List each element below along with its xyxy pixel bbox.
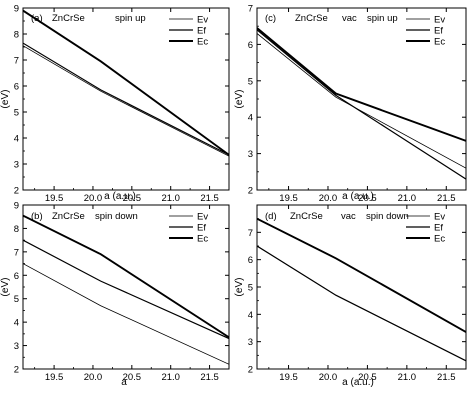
y-axis-label: (eV): [234, 278, 245, 297]
legend-label-ec: Ec: [434, 234, 445, 245]
series-line-ev: [23, 45, 229, 157]
x-tick-label: 20.5: [358, 193, 377, 204]
x-tick-label: 21.5: [437, 193, 456, 204]
panel-annotation: spin down: [95, 211, 138, 222]
y-tick-label: 9: [14, 4, 19, 15]
y-tick-label: 4: [248, 310, 253, 321]
x-tick-label: 19.5: [279, 193, 298, 204]
x-tick-label: 21.0: [398, 372, 417, 383]
panel-annotation: ZnCrSe: [52, 13, 85, 24]
x-tick-label: 21.0: [398, 193, 417, 204]
y-tick-label: 4: [14, 134, 19, 145]
panel-annotation: vac: [341, 211, 356, 222]
y-tick-label: 6: [248, 255, 253, 266]
x-tick-label: 19.5: [45, 372, 64, 383]
series-line-ef: [257, 29, 466, 180]
y-tick-label: 2: [14, 365, 19, 376]
y-tick-label: 7: [14, 56, 19, 67]
y-tick-label: 3: [14, 341, 19, 352]
y-axis-label: (eV): [234, 90, 245, 109]
y-tick-label: 5: [14, 294, 19, 305]
x-tick-label: 19.5: [279, 372, 298, 383]
series-line-ef: [23, 239, 229, 340]
series-line-ef: [23, 42, 229, 156]
panel-annotation: spin down: [366, 211, 409, 222]
x-tick-label: 20.5: [358, 372, 377, 383]
legend-label-ef: Ef: [197, 223, 206, 234]
y-tick-label: 8: [14, 30, 19, 41]
series-line-ef: [257, 245, 466, 362]
y-tick-label: 8: [14, 224, 19, 235]
x-axis-label: a (a.u.): [104, 191, 136, 202]
series-line-ev: [23, 263, 229, 365]
y-tick-label: 4: [14, 318, 19, 329]
x-tick-label: 21.5: [437, 372, 456, 383]
legend-label-ef: Ef: [434, 223, 443, 234]
legend-label-ev: Ev: [197, 212, 208, 223]
x-axis-label: a (a.u.): [342, 191, 374, 202]
x-tick-label: 20.0: [84, 193, 103, 204]
series-line-ev: [257, 245, 466, 362]
legend-label-ec: Ec: [197, 234, 208, 245]
x-axis-label: a: [121, 377, 127, 388]
series-line-ec: [257, 27, 466, 142]
panel-annotation: ZnCrSe: [290, 211, 323, 222]
x-tick-label: 21.5: [200, 372, 219, 383]
panel-annotation: spin up: [367, 13, 398, 24]
x-tick-label: 20.0: [319, 193, 338, 204]
panel-label: (b): [31, 211, 43, 222]
y-tick-label: 7: [248, 4, 253, 15]
x-tick-label: 20.0: [319, 372, 338, 383]
y-tick-label: 2: [248, 186, 253, 197]
legend-label-ec: Ec: [434, 37, 445, 48]
y-tick-label: 7: [248, 228, 253, 239]
x-tick-label: 21.5: [200, 193, 219, 204]
legend-label-ec: Ec: [197, 37, 208, 48]
y-tick-label: 5: [248, 283, 253, 294]
series-line-ec: [257, 217, 466, 333]
x-tick-label: 21.0: [161, 372, 180, 383]
y-tick-label: 5: [248, 76, 253, 87]
series-line-ec: [23, 214, 229, 339]
y-tick-label: 6: [14, 271, 19, 282]
y-tick-label: 3: [14, 160, 19, 171]
panel-annotation: spin up: [115, 13, 146, 24]
legend-label-ef: Ef: [434, 26, 443, 37]
y-axis-label: (eV): [0, 278, 11, 297]
y-tick-label: 9: [14, 201, 19, 212]
y-tick-label: 2: [248, 365, 253, 376]
panel-annotation: vac: [342, 13, 357, 24]
x-tick-label: 21.0: [161, 193, 180, 204]
x-tick-label: 20.0: [84, 372, 103, 383]
legend-label-ev: Ev: [434, 212, 445, 223]
x-tick-label: 19.5: [45, 193, 64, 204]
x-axis-label: a (a.u.): [342, 377, 374, 388]
x-tick-label: 20.5: [123, 372, 142, 383]
x-tick-label: 20.5: [123, 193, 142, 204]
y-tick-label: 3: [248, 337, 253, 348]
y-tick-label: 3: [248, 149, 253, 160]
panel-annotation: ZnCrSe: [295, 13, 328, 24]
legend-label-ef: Ef: [197, 26, 206, 37]
y-tick-label: 7: [14, 247, 19, 258]
legend-label-ev: Ev: [197, 15, 208, 26]
y-tick-label: 2: [14, 186, 19, 197]
y-tick-label: 6: [14, 82, 19, 93]
y-tick-label: 5: [14, 108, 19, 119]
panel-label: (a): [31, 13, 43, 24]
y-tick-label: 4: [248, 113, 253, 124]
y-tick-label: 6: [248, 40, 253, 51]
panel-label: (d): [265, 211, 277, 222]
panel-annotation: ZnCrSe: [52, 211, 85, 222]
legend-label-ev: Ev: [434, 15, 445, 26]
panel-label: (c): [265, 13, 276, 24]
series-line-ev: [257, 33, 466, 169]
y-axis-label: (eV): [0, 90, 11, 109]
series-line-ec: [23, 9, 229, 156]
